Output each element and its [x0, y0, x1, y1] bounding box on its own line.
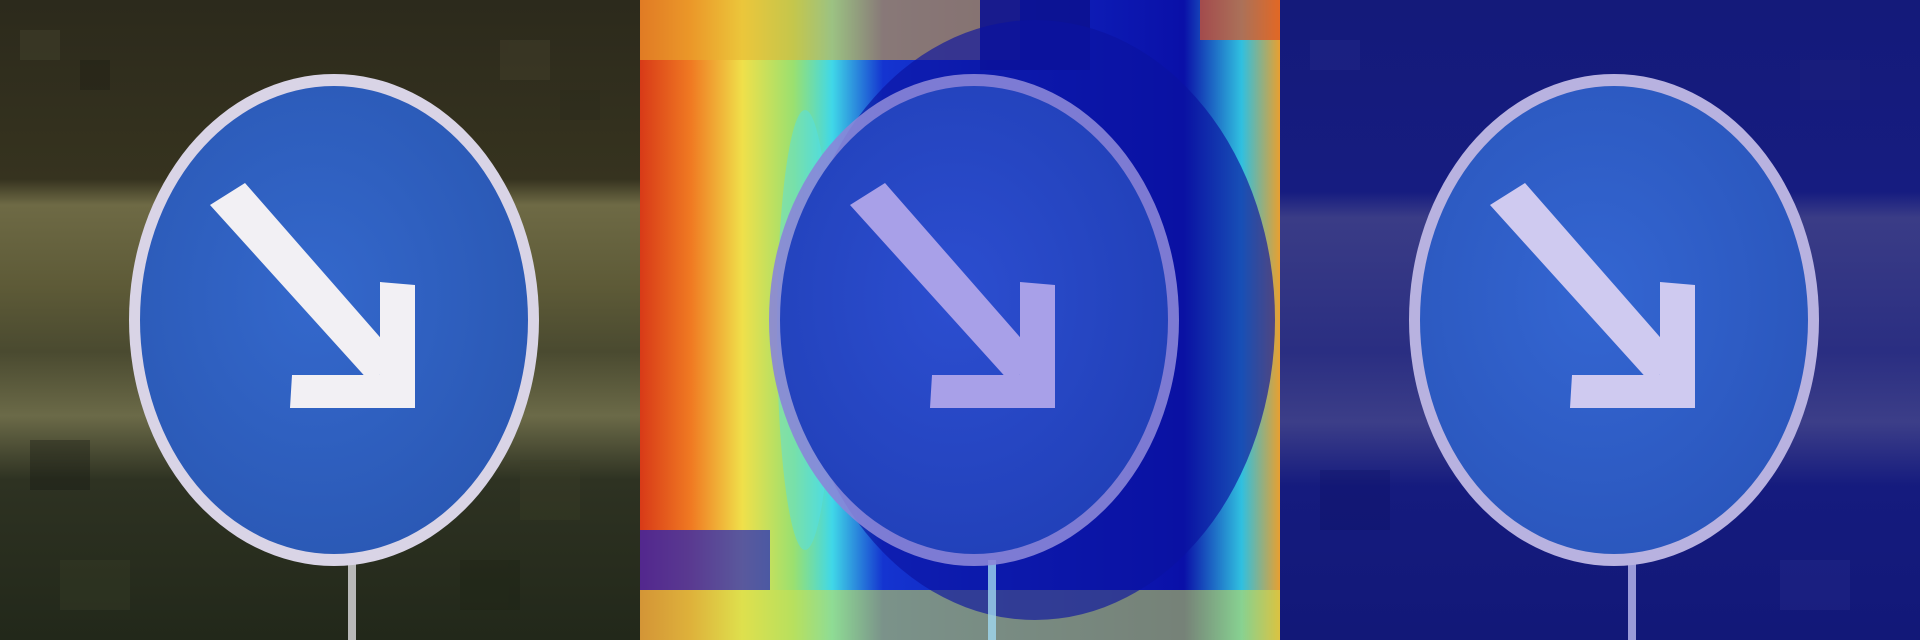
arrow-icon: [850, 183, 1055, 408]
original-image-panel: [0, 0, 640, 640]
sign-post: [348, 560, 356, 640]
original-image: [0, 0, 640, 640]
heatmap-overlay-panel: [640, 0, 1280, 640]
arrow-icon: [210, 183, 415, 408]
arrow-icon: [1490, 183, 1695, 408]
mask-overlay: [1280, 0, 1920, 640]
mask-overlay-panel: [1280, 0, 1920, 640]
heatmap-overlay: [640, 0, 1280, 640]
